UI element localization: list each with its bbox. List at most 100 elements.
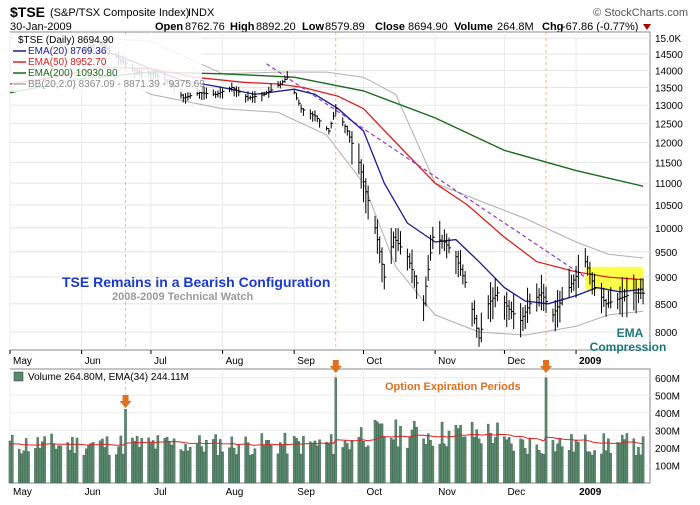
- volume-bar: [489, 433, 492, 484]
- volume-bar: [493, 437, 497, 484]
- volume-bar: [602, 433, 606, 484]
- volume-tick-label: 400M: [655, 409, 680, 420]
- volume-bar: [246, 442, 250, 484]
- volume-bar: [108, 454, 111, 484]
- volume-bar: [431, 445, 435, 484]
- volume-bar: [115, 454, 118, 484]
- volume-bar: [551, 440, 555, 484]
- volume-bar: [426, 433, 430, 484]
- volume-bar: [376, 421, 379, 484]
- month-axis-price: May Jun Jul Aug Sep Oct Nov Dec 2009: [9, 350, 602, 367]
- volume-bar: [641, 436, 645, 484]
- volume-bar: [267, 440, 271, 484]
- volume-bar: [558, 438, 562, 484]
- ema-annotation-line1: EMA: [617, 326, 644, 340]
- volume-bar: [503, 436, 506, 484]
- down-arrow-icon: [540, 360, 553, 373]
- volume-bar: [279, 442, 282, 484]
- ohlc-label-low: Low: [302, 21, 324, 33]
- down-arrow-icon: [119, 395, 132, 408]
- volume-ema-line: [9, 433, 644, 446]
- price-tick-label: 12500: [655, 119, 683, 130]
- month-label: May: [13, 487, 32, 498]
- volume-bar: [228, 447, 231, 484]
- volume-bar: [11, 434, 14, 484]
- volume-bar: [84, 448, 88, 484]
- ohlc-label-open: Open: [155, 21, 183, 33]
- volume-bar: [584, 434, 587, 484]
- highlight-box: [585, 266, 644, 291]
- ohlc-label-volume: Volume: [454, 21, 493, 33]
- volume-bar: [163, 438, 167, 484]
- volume-bar: [332, 453, 335, 484]
- volume-bar: [438, 443, 441, 484]
- volume-bar: [299, 453, 303, 484]
- volume-bar: [219, 439, 222, 484]
- legend-ema200: EMA(200) 10930.80: [28, 68, 118, 79]
- volume-bar: [510, 443, 513, 484]
- volume-bar: [357, 436, 361, 484]
- volume-bar: [588, 451, 592, 484]
- volume-bar: [43, 436, 46, 484]
- volume-bar: [269, 444, 273, 484]
- volume-bar: [101, 438, 104, 484]
- volume-bar: [378, 423, 381, 484]
- price-lines: [9, 36, 646, 347]
- volume-bar: [535, 444, 539, 484]
- volume-bar: [182, 451, 185, 484]
- volume-bar: [590, 454, 594, 484]
- volume-bar: [618, 442, 622, 484]
- volume-bar: [623, 439, 626, 484]
- volume-axis: 100M 200M 300M 400M 500M 600M: [655, 374, 680, 473]
- volume-bar: [491, 443, 495, 484]
- option-expiry-label: Option Expiration Periods: [385, 381, 521, 393]
- price-tick-label: 13500: [655, 83, 683, 94]
- volume-bar: [526, 453, 529, 484]
- month-label: Dec: [507, 356, 525, 367]
- volume-tick-label: 500M: [655, 391, 680, 402]
- volume-bar: [487, 423, 490, 484]
- ohlc-value-high: 8892.20: [256, 21, 296, 33]
- volume-bar: [149, 441, 153, 484]
- volume-legend: Volume 264.80M, EMA(34) 244.11M: [13, 371, 189, 383]
- volume-bar: [459, 425, 462, 484]
- volume-bar: [265, 440, 268, 484]
- volume-bar: [413, 421, 416, 484]
- volume-bar: [415, 427, 418, 484]
- price-tick-label: 8000: [655, 328, 678, 339]
- month-label: Jul: [154, 487, 167, 498]
- volume-bar: [68, 449, 72, 484]
- price-axis: 8000 8500 9000 9500 10000 10500 11000 11500 1200…: [655, 34, 683, 339]
- volume-bar: [616, 442, 619, 484]
- volume-bar: [179, 449, 183, 484]
- volume-bar: [140, 438, 143, 484]
- volume-bar: [38, 447, 42, 484]
- volume-bar: [429, 440, 432, 484]
- volume-tick-label: 300M: [655, 426, 680, 437]
- volume-bar: [445, 446, 448, 484]
- volume-bar: [156, 435, 160, 484]
- price-tick-label: 14500: [655, 50, 683, 61]
- volume-bar: [463, 436, 467, 484]
- month-label: Nov: [438, 356, 456, 367]
- ohlc-label-high: High: [230, 21, 255, 33]
- month-label: 2009: [579, 487, 602, 498]
- volume-bar: [477, 438, 481, 484]
- price-tick-label: 15.0K: [655, 34, 681, 45]
- volume-bar: [470, 421, 474, 484]
- volume-bar: [212, 439, 215, 484]
- volume-bar: [399, 425, 402, 484]
- price-tick-label: 8500: [655, 300, 678, 311]
- volume-bar: [364, 447, 368, 484]
- legend-bb: BB(20,2.0) 8367.09 - 8871.39 - 9375.69: [28, 79, 205, 90]
- price-tick-label: 10000: [655, 224, 683, 235]
- volume-bar: [572, 451, 576, 484]
- volume-bar: [343, 440, 347, 484]
- volume-bar: [221, 451, 224, 484]
- volume-bar: [359, 427, 363, 484]
- volume-bar: [251, 454, 254, 484]
- volume-bar: [567, 450, 571, 484]
- ohlc-value-close: 8694.90: [408, 21, 448, 33]
